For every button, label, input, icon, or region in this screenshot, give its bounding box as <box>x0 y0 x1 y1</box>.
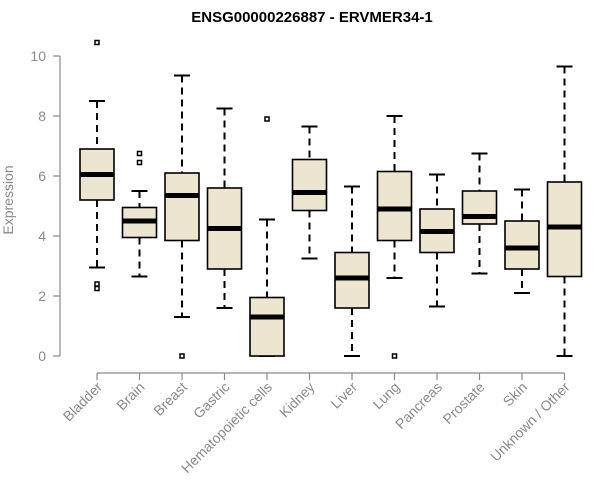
outlier-point <box>136 150 143 157</box>
box-group <box>206 107 243 309</box>
box-group <box>504 188 540 294</box>
y-tick-label: 2 <box>38 288 46 304</box>
box-group <box>461 152 498 275</box>
x-tick-label: Lung <box>369 379 402 412</box>
iqr-box <box>249 296 285 357</box>
x-tick-label: Prostate <box>439 379 487 427</box>
outlier-point <box>179 353 185 359</box>
iqr-box <box>164 172 200 242</box>
y-tick-label: 0 <box>38 348 46 364</box>
y-tick-label: 10 <box>30 48 46 64</box>
x-tick-label: Liver <box>327 379 360 412</box>
y-tick-label: 8 <box>38 108 46 124</box>
outlier-point <box>94 285 100 292</box>
x-tick-label: Skin <box>500 379 531 410</box>
outlier-point <box>94 281 100 287</box>
iqr-box <box>376 170 413 242</box>
y-tick-label: 6 <box>38 168 46 184</box>
x-tick-label: Kidney <box>276 379 318 421</box>
box-group <box>249 116 285 357</box>
y-axis: 0 2 4 6 8 10 <box>30 48 61 364</box>
box-group <box>164 74 200 359</box>
outlier-point <box>94 39 100 46</box>
box-group <box>546 65 583 357</box>
x-tick-label: Breast <box>150 379 190 419</box>
x-tick-label: Pancreas <box>392 379 445 432</box>
outlier-point <box>264 116 270 122</box>
outlier-point <box>391 353 398 359</box>
box-group <box>79 39 115 292</box>
x-tick-label: Bladder <box>60 379 106 425</box>
iqr-box <box>461 190 498 225</box>
box-group <box>419 173 455 308</box>
iqr-box <box>291 158 328 212</box>
x-tick-label: Brain <box>113 379 147 413</box>
x-tick-label: Unknown / Other <box>487 379 573 465</box>
iqr-box <box>504 220 540 270</box>
box-series <box>79 39 583 359</box>
y-axis-label: Expression <box>0 165 16 234</box>
outlier-point <box>136 159 143 166</box>
y-tick-label: 4 <box>38 228 46 244</box>
chart-title: ENSG00000226887 - ERVMER34-1 <box>191 9 433 26</box>
box-group <box>291 125 328 260</box>
box-group <box>334 185 370 357</box>
box-group <box>121 150 158 278</box>
box-group <box>376 115 413 359</box>
